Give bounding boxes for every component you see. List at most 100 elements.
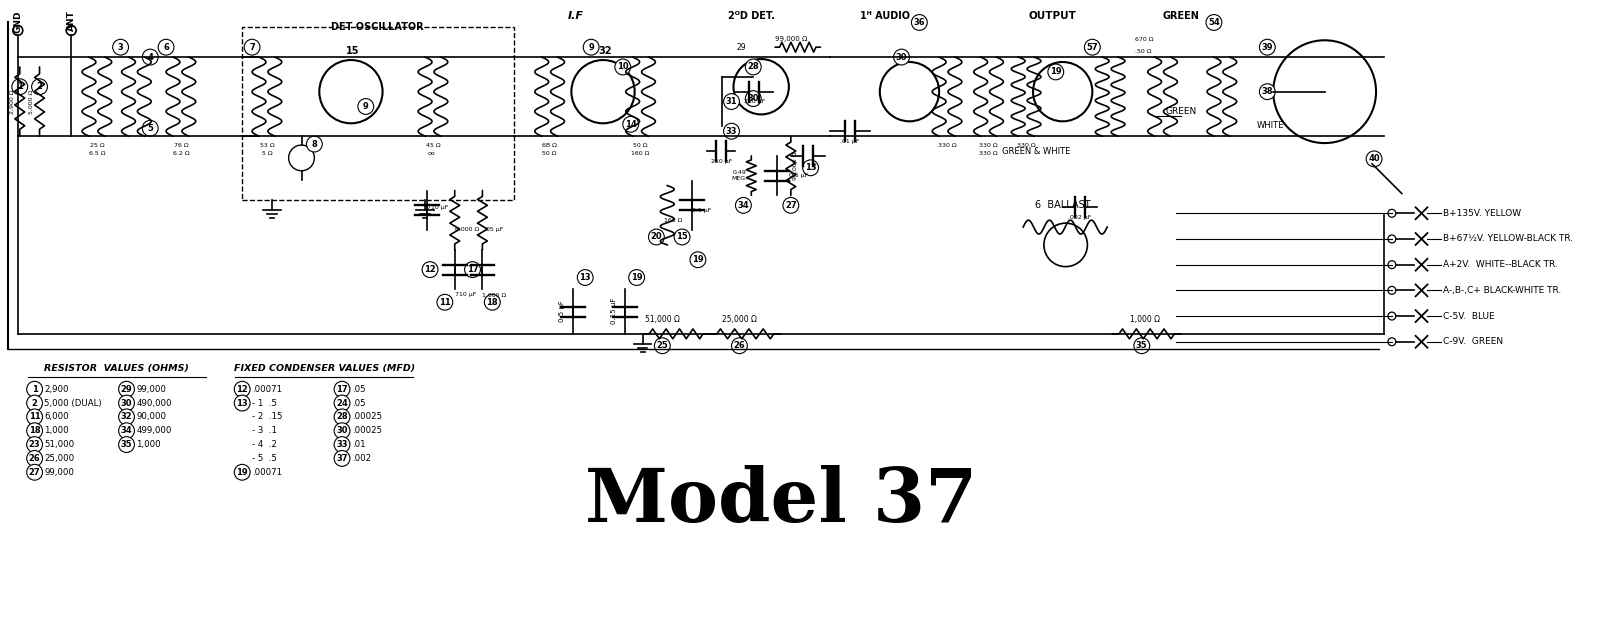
Text: 2: 2 [32, 399, 37, 408]
Text: 2ᴼD DET.: 2ᴼD DET. [728, 10, 774, 21]
Circle shape [584, 39, 598, 55]
Circle shape [118, 381, 134, 397]
Text: 33: 33 [726, 127, 738, 136]
Circle shape [746, 59, 762, 75]
Circle shape [629, 270, 645, 285]
Text: .002: .002 [352, 454, 371, 463]
Text: 32: 32 [598, 46, 611, 56]
Text: 670 Ω: 670 Ω [1134, 37, 1154, 42]
Text: 17: 17 [336, 384, 347, 393]
Text: 26: 26 [29, 454, 40, 463]
Circle shape [234, 381, 250, 397]
Text: GREEN: GREEN [1163, 10, 1200, 21]
Circle shape [782, 198, 798, 213]
Text: 30: 30 [120, 399, 133, 408]
Circle shape [334, 395, 350, 411]
Text: 18: 18 [486, 298, 498, 307]
Text: .00071: .00071 [253, 384, 282, 393]
Text: .05: .05 [352, 399, 365, 408]
Text: 160 Ω: 160 Ω [664, 218, 683, 223]
Text: oo: oo [427, 151, 435, 156]
Text: I.F: I.F [568, 10, 584, 21]
Text: 19: 19 [693, 255, 704, 264]
Text: .05: .05 [352, 384, 365, 393]
Text: 6B Ω: 6B Ω [542, 143, 557, 148]
Circle shape [27, 423, 43, 439]
Text: 50 Ω: 50 Ω [542, 151, 557, 156]
Text: 29: 29 [120, 384, 133, 393]
Text: .50 Ω: .50 Ω [1134, 49, 1152, 53]
Circle shape [334, 409, 350, 425]
Text: 57: 57 [1086, 43, 1098, 52]
Text: FIXED CONDENSER VALUES (MFD): FIXED CONDENSER VALUES (MFD) [234, 365, 414, 374]
Circle shape [654, 338, 670, 354]
Text: 26: 26 [733, 341, 746, 350]
Text: 8: 8 [312, 140, 317, 149]
Text: 25: 25 [656, 341, 669, 350]
Circle shape [614, 59, 630, 75]
Text: 20: 20 [651, 232, 662, 242]
Circle shape [334, 381, 350, 397]
Text: 15: 15 [346, 46, 360, 56]
Text: 25,000: 25,000 [45, 454, 75, 463]
Text: 1,000: 1,000 [136, 440, 162, 449]
Text: ANT: ANT [67, 10, 75, 32]
Circle shape [1259, 84, 1275, 100]
Text: 3: 3 [118, 43, 123, 52]
Text: 6.5 Ω: 6.5 Ω [88, 151, 106, 156]
Text: A+2V.  WHITE--BLACK TR.: A+2V. WHITE--BLACK TR. [1443, 260, 1558, 269]
Text: 490,000: 490,000 [136, 399, 171, 408]
Text: GREEN & WHITE: GREEN & WHITE [1002, 147, 1070, 156]
Text: .05 μF: .05 μF [485, 227, 504, 232]
Text: 28: 28 [336, 412, 347, 421]
Text: 45 Ω: 45 Ω [426, 143, 440, 148]
Circle shape [32, 79, 48, 95]
Text: 6: 6 [163, 43, 170, 52]
Text: A-,B-,C+ BLACK-WHITE TR.: A-,B-,C+ BLACK-WHITE TR. [1443, 286, 1562, 295]
Text: 5,000 Ω: 5,000 Ω [29, 90, 34, 114]
Text: 12: 12 [424, 265, 435, 274]
Text: 6  BALLAST: 6 BALLAST [1035, 200, 1091, 211]
Circle shape [307, 136, 322, 152]
Text: 330 Ω: 330 Ω [938, 143, 957, 148]
Text: 1ᴴ AUDIO: 1ᴴ AUDIO [859, 10, 910, 21]
Text: 250 μF: 250 μF [744, 99, 765, 104]
Text: 24: 24 [336, 399, 347, 408]
Text: 34: 34 [738, 201, 749, 210]
Circle shape [118, 437, 134, 453]
Circle shape [27, 451, 43, 466]
Circle shape [1206, 15, 1222, 30]
Circle shape [27, 437, 43, 453]
Circle shape [142, 120, 158, 136]
Text: 51,000: 51,000 [45, 440, 75, 449]
Text: 1,000: 1,000 [45, 426, 69, 435]
Circle shape [894, 49, 909, 65]
Circle shape [464, 261, 480, 278]
Circle shape [736, 198, 752, 213]
Text: .00025: .00025 [352, 426, 382, 435]
Text: 12: 12 [237, 384, 248, 393]
Text: 30: 30 [896, 53, 907, 62]
Circle shape [27, 409, 43, 425]
Circle shape [437, 294, 453, 310]
Text: B+67½V. YELLOW-BLACK TR.: B+67½V. YELLOW-BLACK TR. [1443, 234, 1573, 243]
Circle shape [334, 437, 350, 453]
Text: 32: 32 [120, 412, 133, 421]
Circle shape [334, 423, 350, 439]
Text: 25,000 Ω: 25,000 Ω [722, 315, 757, 324]
Text: 2,900: 2,900 [45, 384, 69, 393]
Text: 13: 13 [805, 164, 816, 173]
Text: 99,000 Ω: 99,000 Ω [774, 36, 808, 43]
Text: 330 Ω: 330 Ω [1016, 143, 1035, 148]
Circle shape [690, 252, 706, 268]
Text: 30: 30 [747, 94, 758, 103]
Text: 90,000: 90,000 [136, 412, 166, 421]
Text: .00071: .00071 [253, 468, 282, 477]
Circle shape [723, 123, 739, 139]
Text: 6,000 Ω: 6,000 Ω [454, 227, 478, 232]
Text: GREEN: GREEN [1166, 108, 1197, 117]
Text: 27: 27 [786, 201, 797, 210]
Text: 330 Ω: 330 Ω [979, 143, 998, 148]
Circle shape [11, 79, 27, 95]
Text: 99,000: 99,000 [45, 468, 74, 477]
